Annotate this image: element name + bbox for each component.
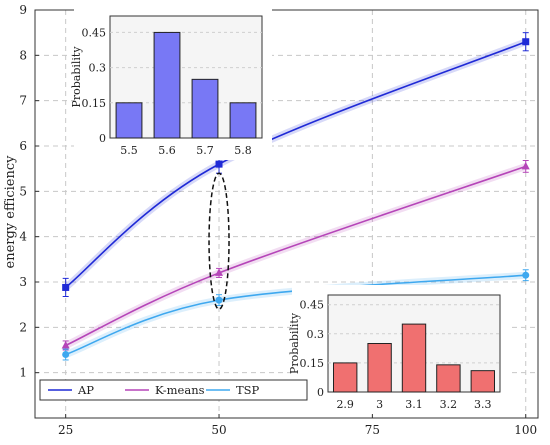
inset-x-tick-label: 3.2	[440, 398, 458, 411]
legend-label-k-means: K-means	[155, 383, 205, 397]
y-axis-label: energy efficiency	[3, 155, 18, 269]
inset-x-tick-label: 5.8	[234, 144, 252, 157]
inset-y-tick-label: 0.3	[89, 62, 107, 75]
inset-x-tick-label: 2.9	[336, 398, 354, 411]
series-line-k-means	[65, 165, 526, 347]
annotation-ellipse	[208, 172, 230, 310]
y-tick-label: 8	[19, 48, 27, 62]
legend-box	[39, 379, 308, 401]
x-tick-label: 50	[211, 423, 226, 437]
inset-bar	[333, 362, 358, 393]
inset-y-tick-label: 0.15	[82, 97, 107, 110]
inset-chart-top-left: 0 0.15 0.3 0.45 5.5 5.6 5.7 5.8 Probability	[70, 6, 272, 160]
y-tick-label: 6	[19, 139, 27, 153]
legend: AP K-means TSP	[39, 379, 308, 401]
y-tick-label: 9	[19, 3, 27, 17]
inset-x-tick-label: 3.1	[405, 398, 423, 411]
data-point-ap	[522, 38, 530, 46]
x-tick-label: 75	[365, 423, 380, 437]
inset-x-tick-label: 3	[376, 398, 383, 411]
inset-bar	[229, 102, 257, 139]
series-line-tsp	[65, 274, 526, 356]
y-tick-label: 1	[19, 366, 27, 380]
inset-x-tick-label: 5.7	[196, 144, 214, 157]
inset-x-tick-label: 5.6	[158, 144, 176, 157]
inset-bar	[191, 78, 219, 139]
inset-y-axis-label: Probability	[70, 46, 83, 108]
data-point-k-means	[521, 161, 530, 170]
x-tick-label: 25	[58, 423, 73, 437]
grid: 25 50 75 100 1 2 3 4 5 6 7 8 9	[19, 3, 539, 437]
inset-bar	[153, 31, 181, 139]
data-point-tsp	[62, 351, 70, 359]
data-point-tsp	[215, 296, 223, 304]
x-tick-label: 100	[514, 423, 537, 437]
legend-label-tsp: TSP	[236, 383, 260, 397]
inset-y-tick-label: 0	[99, 132, 106, 145]
legend-label-ap: AP	[77, 383, 94, 397]
y-tick-label: 7	[19, 94, 27, 108]
data-point-ap	[62, 283, 70, 291]
inset-x-tick-label: 3.3	[474, 398, 492, 411]
y-tick-label: 4	[19, 230, 27, 244]
inset-y-tick-label: 0	[317, 386, 324, 399]
data-point-tsp	[522, 271, 530, 279]
y-tick-label: 2	[19, 320, 27, 334]
inset-y-tick-label: 0.45	[82, 26, 107, 39]
inset-y-tick-label: 0.45	[300, 299, 325, 312]
data-point-k-means	[215, 268, 224, 276]
data-point-ap	[215, 160, 223, 168]
y-tick-label: 5	[19, 184, 27, 198]
inset-y-axis-label: Probability	[288, 312, 301, 374]
inset-bar	[115, 102, 143, 139]
inset-x-tick-label: 5.5	[120, 144, 138, 157]
inset-bar	[470, 370, 495, 393]
data-point-k-means	[61, 340, 70, 349]
inset-y-tick-label: 0.3	[307, 328, 325, 341]
dashed-ellipse	[208, 172, 230, 310]
inset-bar	[401, 323, 427, 393]
plot-frame	[34, 9, 539, 419]
y-tick-label: 3	[19, 275, 27, 289]
inset-bar	[436, 364, 461, 393]
inset-bar	[367, 343, 392, 393]
inset-y-tick-label: 0.15	[300, 357, 325, 370]
inset-chart-bottom-right: 0 0.15 0.3 0.45 2.9 3 3.1 3.2 3.3 Probability	[288, 285, 510, 414]
